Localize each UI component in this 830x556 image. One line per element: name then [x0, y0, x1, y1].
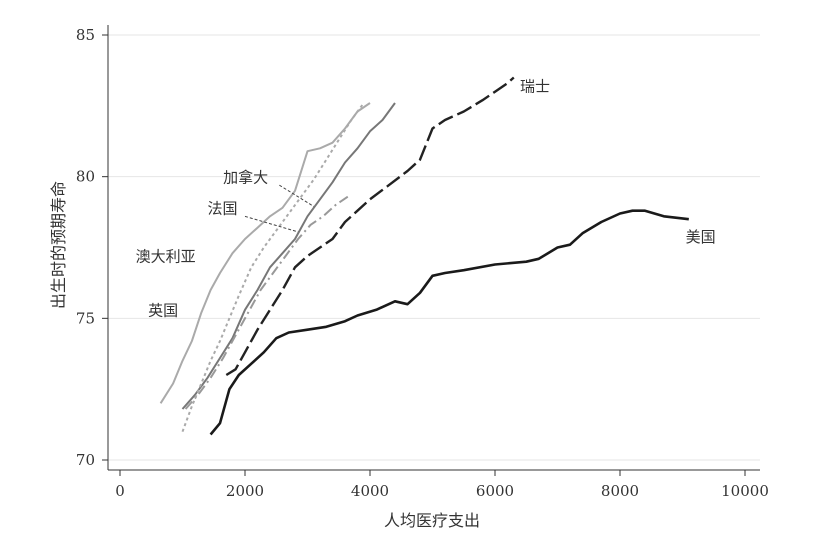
x-tick-label: 0 [115, 482, 125, 500]
series-label-美国: 美国 [686, 228, 716, 246]
x-tick-label: 8000 [601, 482, 639, 500]
x-tick-label: 10000 [721, 482, 769, 500]
series-line-英国 [181, 102, 365, 433]
series-line-瑞士 [225, 76, 515, 377]
ticks: 70 75 80 85 0 2000 4000 6000 8000 10000 [76, 26, 769, 500]
series-line-加拿大 [181, 102, 396, 410]
series-label-加拿大: 加拿大 [223, 168, 268, 186]
series-label-法国: 法国 [208, 200, 238, 218]
y-tick-label: 80 [76, 168, 95, 186]
y-axis-title: 出生时的预期寿命 [49, 181, 68, 309]
series-line-澳大利亚 [159, 102, 371, 404]
y-tick-label: 75 [76, 309, 95, 327]
series-label-英国: 英国 [148, 302, 178, 320]
series-line-法国 [184, 195, 349, 410]
y-tick-label: 70 [76, 451, 95, 469]
x-axis-title: 人均医疗支出 [384, 511, 480, 530]
gridlines [108, 34, 760, 461]
series-line-美国 [209, 209, 689, 436]
y-tick-label: 85 [76, 26, 95, 44]
x-tick-label: 2000 [226, 482, 264, 500]
series-label-澳大利亚: 澳大利亚 [136, 248, 196, 266]
x-tick-label: 4000 [351, 482, 389, 500]
series-label-瑞士: 瑞士 [520, 78, 550, 96]
series-lines [159, 76, 689, 436]
leader-line-canada [279, 184, 315, 207]
axes [107, 25, 760, 471]
leader-line-france [244, 215, 299, 233]
x-tick-label: 6000 [476, 482, 514, 500]
